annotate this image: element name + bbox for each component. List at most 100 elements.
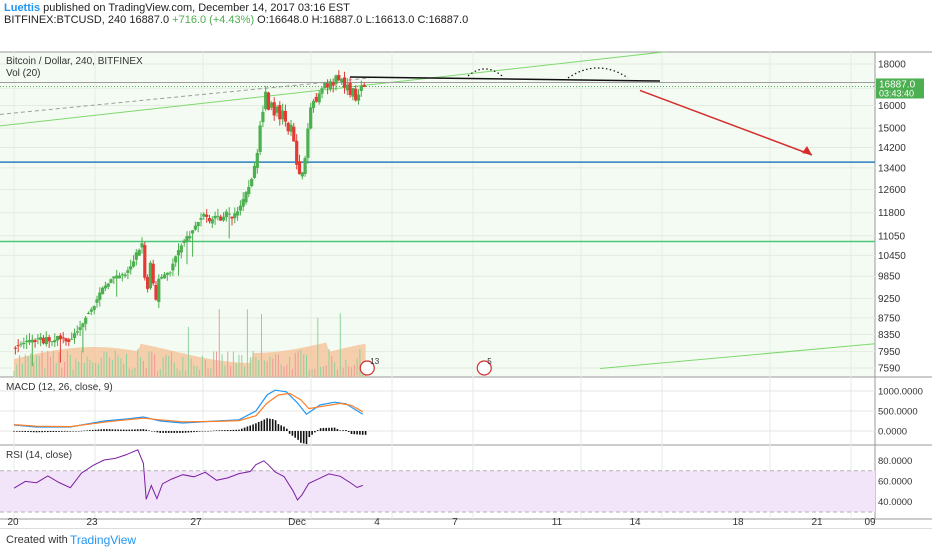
candle-body [146,277,150,289]
price-tick-label: 18000 [878,60,906,71]
volume-bar [142,360,144,377]
macd-histogram-bar [224,430,226,431]
candle-body [75,331,79,333]
volume-bar [232,351,234,377]
macd-histogram-bar [243,427,246,431]
volume-bar [317,317,319,377]
volume-bar [78,361,80,377]
volume-bar [336,369,338,377]
volume-bar [216,351,217,377]
volume-bar [306,355,307,377]
candle-body [98,292,102,300]
macd-histogram-bar [305,431,308,444]
macd-histogram-bar [97,429,100,431]
macd-histogram-bar [294,431,296,438]
candle-body [337,75,341,81]
candle-body [210,219,214,224]
candle-body [281,110,285,120]
candle-body [199,218,203,220]
volume-bar [38,356,40,377]
macd-histogram-bar [52,431,55,432]
macd-histogram-bar [16,431,18,432]
volume-bar [148,351,150,377]
price-tick-label: 8750 [878,313,901,324]
candle-body [30,339,34,343]
volume-bar [342,367,344,377]
author-link[interactable]: Luettis [4,2,41,14]
volume-bar [162,357,164,377]
candle-body [16,345,20,347]
volume-bar [66,350,68,377]
candle-body [168,272,172,274]
candle-body [236,211,240,216]
macd-histogram-bar [235,429,237,431]
macd-histogram-bar [325,427,327,431]
volume-bar [190,358,192,377]
macd-histogram-bar [246,426,249,431]
candle-body [269,102,273,108]
macd-title: MACD (12, 26, close, 9) [6,382,113,393]
price-tick-label: 9850 [878,272,901,283]
candle-body [238,205,242,211]
volume-bar [272,358,274,377]
candle-body [95,299,99,303]
candle-body [202,213,206,217]
volume-bar [36,355,37,377]
macd-histogram-bar [316,430,319,431]
candle-body [340,78,344,83]
macd-histogram-bar [271,419,274,431]
price-pane-bg [0,52,875,377]
candle-body [283,111,287,122]
macd-histogram-bar [125,429,128,431]
open-value: O:16648.0 [257,14,309,26]
macd-histogram-bar [255,423,257,431]
volume-bar [244,366,246,377]
macd-histogram-bar [328,427,330,431]
macd-histogram-bar [210,430,212,432]
volume-bar [303,354,305,377]
macd-histogram-bar [100,429,102,431]
trading-chart[interactable]: 135 180001680016000150001420013400126001… [0,28,932,528]
candle-body [86,312,91,314]
price-tick-label: 10450 [878,251,906,262]
volume-bar [351,367,352,377]
volume-bar [308,370,310,377]
macd-histogram-bar [30,431,32,433]
volume-bar [345,359,347,377]
macd-histogram-bar [27,431,29,432]
volume-bar [204,360,206,377]
macd-histogram-bar [103,429,105,431]
symbol-name: BITFINEX:BTCUSD, 240 [4,14,127,26]
macd-histogram-bar [75,431,77,432]
candle-body [84,317,88,324]
volume-bar [258,360,260,377]
macd-histogram-bar [55,431,57,432]
macd-histogram-bar [162,431,164,433]
macd-histogram-bar [111,429,114,431]
candle-body [140,243,144,248]
macd-histogram-bar [260,420,263,431]
candle-body [326,83,330,88]
candle-body [292,126,296,142]
macd-histogram-bar [257,422,260,431]
macd-tick-label: 1000.0000 [878,387,923,398]
x-tick-label: 09 [864,517,876,528]
macd-histogram-bar [221,430,223,431]
macd-histogram-bar [356,431,358,435]
volume-bar [61,367,63,377]
candle-body [81,323,85,328]
volume-bar [289,356,291,377]
volume-bar [224,365,226,377]
macd-histogram-bar [322,428,325,431]
macd-histogram-bar [249,425,251,431]
volume-bar [261,314,262,377]
tradingview-logo-link[interactable]: TradingView [70,533,137,547]
macd-histogram-bar [266,418,268,431]
event-marker-count: 5 [487,357,492,366]
price-tick-label: 11800 [878,208,906,219]
volume-bar [207,368,209,377]
macd-histogram-bar [184,431,187,433]
macd-histogram-bar [350,431,353,434]
candle-body [255,152,259,168]
candle-body [219,216,223,221]
